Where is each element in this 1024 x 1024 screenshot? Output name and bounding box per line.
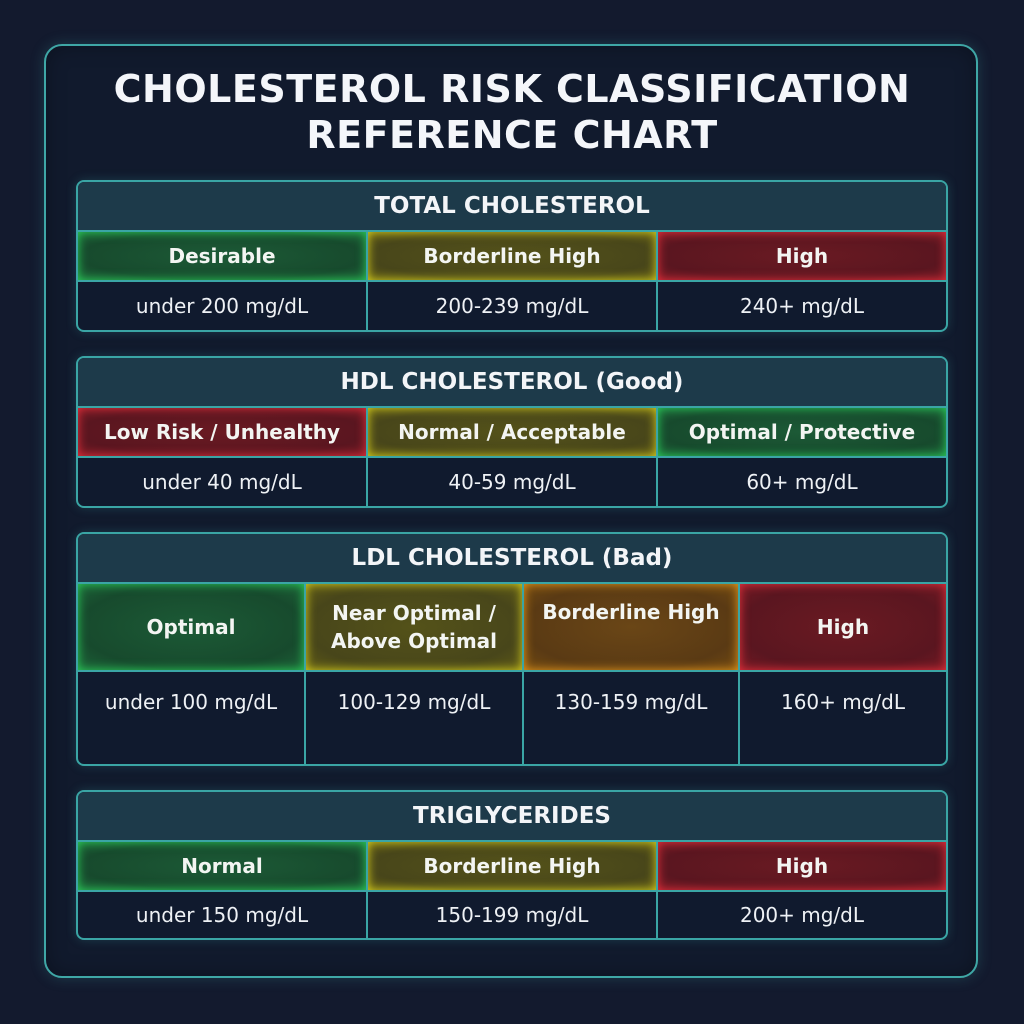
category-borderline-high: Borderline High — [368, 232, 658, 280]
value-cell: under 150 mg/dL — [78, 890, 368, 938]
total-cholesterol-section: TOTAL CHOLESTEROL Desirable Borderline H… — [76, 180, 948, 332]
value-cell: 240+ mg/dL — [658, 280, 946, 330]
value-cell: under 40 mg/dL — [78, 456, 368, 506]
value-cell: under 100 mg/dL — [78, 670, 306, 764]
category-optimal-protective: Optimal / Protective — [658, 408, 946, 456]
category-low-risk-unhealthy: Low Risk / Unhealthy — [78, 408, 368, 456]
category-high: High — [658, 232, 946, 280]
category-borderline-high: Borderline High — [524, 584, 740, 670]
section-header: TRIGLYCERIDES — [78, 792, 946, 842]
section-header: LDL CHOLESTEROL (Bad) — [78, 534, 946, 584]
value-row: under 100 mg/dL 100-129 mg/dL 130-159 mg… — [78, 670, 946, 764]
category-borderline-high: Borderline High — [368, 842, 658, 890]
value-row: under 40 mg/dL 40-59 mg/dL 60+ mg/dL — [78, 456, 946, 506]
triglycerides-section: TRIGLYCERIDES Normal Borderline High Hig… — [76, 790, 948, 940]
category-row: Optimal Near Optimal / Above Optimal Bor… — [78, 584, 946, 670]
category-near-optimal: Near Optimal / Above Optimal — [306, 584, 524, 670]
value-cell: 150-199 mg/dL — [368, 890, 658, 938]
category-normal-acceptable: Normal / Acceptable — [368, 408, 658, 456]
section-header: HDL CHOLESTEROL (Good) — [78, 358, 946, 408]
value-row: under 200 mg/dL 200-239 mg/dL 240+ mg/dL — [78, 280, 946, 330]
value-cell: 200-239 mg/dL — [368, 280, 658, 330]
value-cell: under 200 mg/dL — [78, 280, 368, 330]
page-title-line2: REFERENCE CHART — [306, 113, 718, 157]
category-row: Low Risk / Unhealthy Normal / Acceptable… — [78, 408, 946, 456]
category-normal: Normal — [78, 842, 368, 890]
hdl-cholesterol-section: HDL CHOLESTEROL (Good) Low Risk / Unheal… — [76, 356, 948, 508]
ldl-cholesterol-section: LDL CHOLESTEROL (Bad) Optimal Near Optim… — [76, 532, 948, 766]
value-cell: 160+ mg/dL — [740, 670, 946, 764]
section-header: TOTAL CHOLESTEROL — [78, 182, 946, 232]
category-optimal: Optimal — [78, 584, 306, 670]
value-row: under 150 mg/dL 150-199 mg/dL 200+ mg/dL — [78, 890, 946, 938]
page-title-line1: CHOLESTEROL RISK CLASSIFICATION — [113, 67, 911, 111]
value-cell: 200+ mg/dL — [658, 890, 946, 938]
category-desirable: Desirable — [78, 232, 368, 280]
value-cell: 40-59 mg/dL — [368, 456, 658, 506]
value-cell: 60+ mg/dL — [658, 456, 946, 506]
category-high: High — [658, 842, 946, 890]
category-row: Normal Borderline High High — [78, 842, 946, 890]
value-cell: 100-129 mg/dL — [306, 670, 524, 764]
page-title: CHOLESTEROL RISK CLASSIFICATION REFERENC… — [0, 66, 1024, 158]
category-row: Desirable Borderline High High — [78, 232, 946, 280]
category-high: High — [740, 584, 946, 670]
value-cell: 130-159 mg/dL — [524, 670, 740, 764]
